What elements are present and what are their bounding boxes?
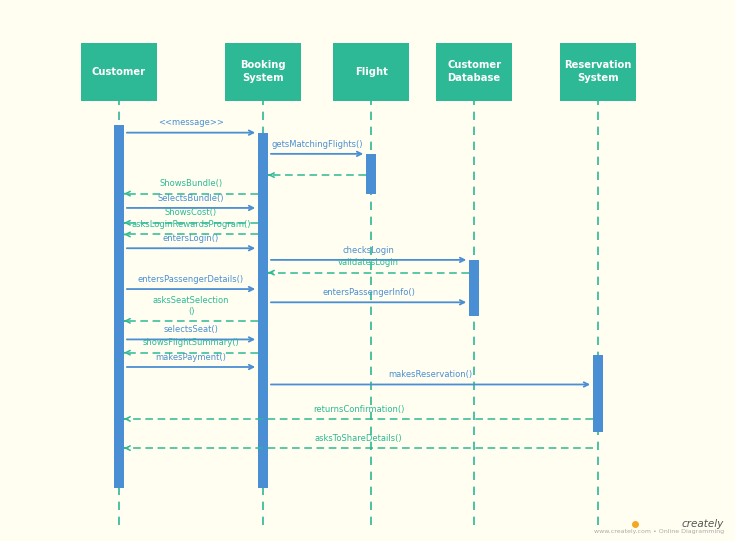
FancyBboxPatch shape [593,355,603,432]
FancyBboxPatch shape [333,43,409,101]
Text: Customer: Customer [92,67,146,77]
FancyBboxPatch shape [81,43,157,101]
Text: entersPassengerInfo(): entersPassengerInfo() [322,288,415,297]
FancyBboxPatch shape [225,43,301,101]
Text: SelectsBundle(): SelectsBundle() [158,194,224,203]
Text: asksSeatSelection
(): asksSeatSelection () [153,296,229,315]
FancyBboxPatch shape [437,43,512,101]
FancyBboxPatch shape [469,260,479,315]
Text: Reservation
System: Reservation System [564,61,631,83]
Text: entersPassengerDetails(): entersPassengerDetails() [138,275,244,283]
Text: entersLogin(): entersLogin() [163,234,219,243]
Text: selectsSeat(): selectsSeat() [164,325,218,334]
Text: getsMatchingFlights(): getsMatchingFlights() [271,140,363,149]
Text: asksToShareDetails(): asksToShareDetails() [315,434,402,443]
Text: Booking
System: Booking System [240,61,286,83]
FancyBboxPatch shape [560,43,636,101]
FancyBboxPatch shape [366,154,376,194]
Text: <<message>>: <<message>> [158,118,224,127]
Text: makesPayment(): makesPayment() [156,353,226,362]
FancyBboxPatch shape [258,133,268,488]
Text: www.creately.com • Online Diagramming: www.creately.com • Online Diagramming [594,529,724,534]
Text: makesReservation(): makesReservation() [389,370,473,379]
Text: validatesLogin: validatesLogin [338,258,399,267]
FancyBboxPatch shape [114,124,124,488]
Text: ShowsBundle(): ShowsBundle() [159,179,223,188]
Text: creately: creately [682,519,724,529]
Text: Customer
Database: Customer Database [447,61,501,83]
Text: asksLoginRewardsProgram(): asksLoginRewardsProgram() [132,220,251,229]
Text: Flight: Flight [355,67,387,77]
Text: ShowsCost(): ShowsCost() [165,208,217,217]
Text: showsFlightSummary(): showsFlightSummary() [143,338,240,347]
Text: checksLogin: checksLogin [343,246,395,255]
Text: returnsConfirmation(): returnsConfirmation() [313,405,404,414]
